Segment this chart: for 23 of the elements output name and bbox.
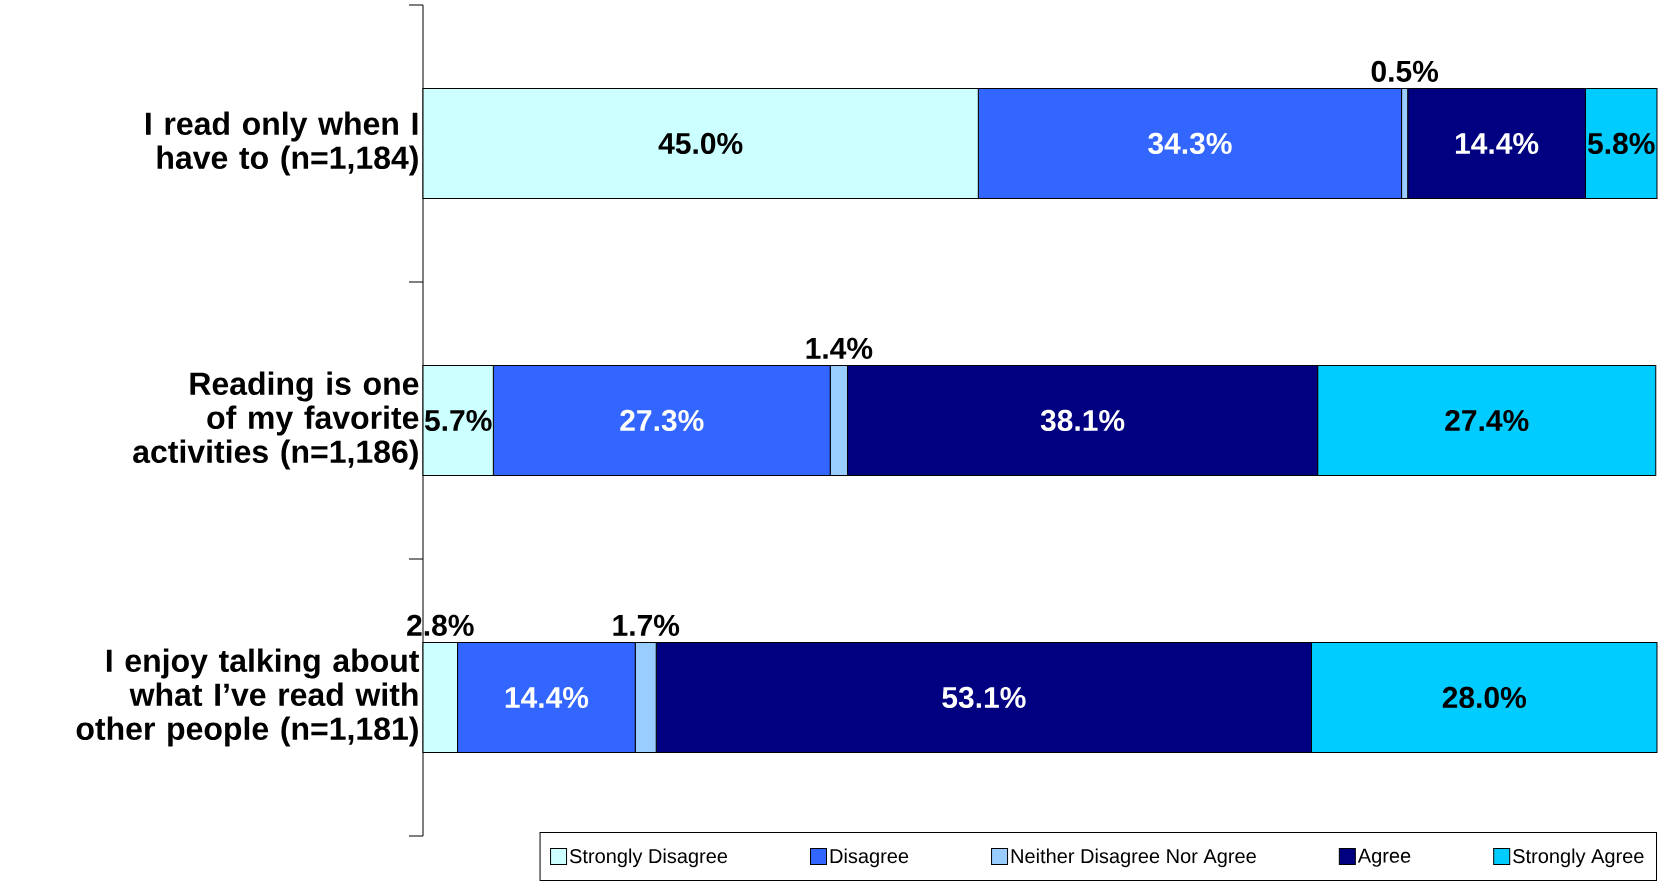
- data-label: 28.0%: [1442, 686, 1526, 709]
- data-label: 14.4%: [1455, 132, 1539, 155]
- y-tick-label: I enjoy talking about what I’ve read with other people (n=1,181): [76, 648, 420, 747]
- y-tick-label: Reading is one of my favorite activities (n=1,186): [133, 371, 419, 470]
- data-label: 1.7%: [613, 614, 680, 636]
- data-label: 38.1%: [1040, 409, 1125, 432]
- y-tick-label: I read only when I have to (n=1,184): [146, 111, 418, 176]
- data-label: 27.3%: [620, 409, 704, 432]
- legend-label: Strongly Agree: [1513, 848, 1644, 868]
- legend-label: Agree: [1357, 848, 1411, 867]
- data-label: 27.4%: [1445, 409, 1529, 432]
- legend-label: Disagree: [830, 848, 909, 868]
- data-label: 1.4%: [806, 337, 873, 359]
- legend-label: Strongly Disagree: [569, 848, 728, 868]
- data-label: 2.8%: [407, 614, 474, 636]
- data-label: 45.0%: [658, 132, 743, 155]
- data-label: 0.5%: [1371, 60, 1439, 82]
- data-label: 34.3%: [1148, 132, 1232, 155]
- data-label: 5.8%: [1587, 132, 1655, 155]
- data-label: 5.7%: [424, 409, 492, 432]
- legend-label: Neither Disagree Nor Agree: [1011, 848, 1256, 868]
- data-label: 53.1%: [942, 686, 1026, 709]
- data-label: 14.4%: [505, 686, 589, 709]
